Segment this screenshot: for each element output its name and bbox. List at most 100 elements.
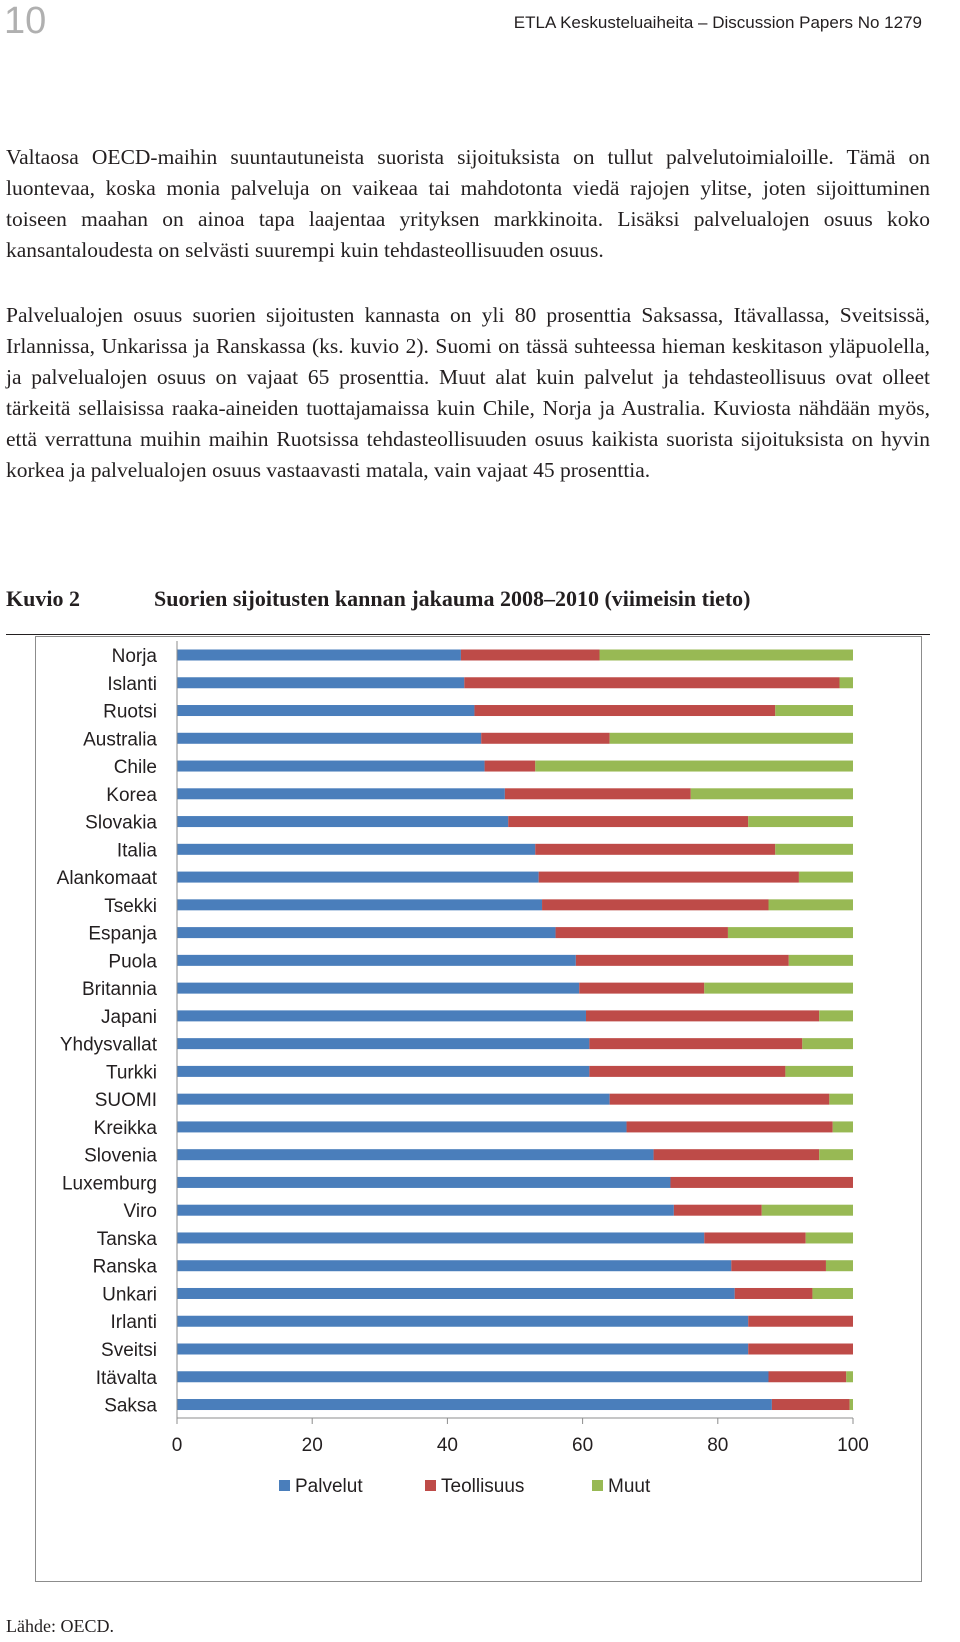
bar-palvelut-turkki [177,1065,590,1077]
bar-muut-viro [761,1204,853,1216]
bar-palvelut-chile [177,760,485,772]
bar-teollisuus-yhdysvallat [589,1038,803,1050]
bar-muut-ranska [825,1260,853,1272]
bar-teollisuus-luxemburg [670,1176,853,1188]
bar-palvelut-tanska [177,1232,705,1244]
bar-muut-unkari [812,1287,853,1299]
bar-teollisuus-slovakia [508,816,749,828]
bar-muut-slovenia [819,1149,853,1161]
bar-teollisuus-espanja [555,927,728,939]
category-label-italia: Italia [117,840,158,861]
legend-swatch-teollisuus [425,1480,436,1491]
bar-palvelut-slovakia [177,816,509,828]
bar-palvelut-ruotsi [177,705,475,717]
legend-swatch-muut [592,1480,603,1491]
bar-teollisuus-turkki [589,1065,786,1077]
x-tick-label-40: 40 [437,1435,458,1456]
bar-muut-suomi [829,1093,853,1105]
stacked-bar-chart: Norja Islanti Ruotsi Australia Chile Korea Slo… [57,641,869,1497]
body-paragraph-2: Palvelualojen osuus suorien sijoitusten … [6,303,930,482]
bar-palvelut-puola [177,954,576,966]
bar-teollisuus-itävalta [768,1371,847,1383]
chart-frame: Norja Islanti Ruotsi Australia Chile Korea Slo… [35,636,922,1582]
bar-palvelut-britannia [177,982,580,994]
x-tick-label-100: 100 [837,1435,869,1456]
bar-teollisuus-alankomaat [538,871,799,883]
bar-muut-italia [775,843,853,855]
category-label-yhdysvallat: Yhdysvallat [60,1035,158,1056]
bar-palvelut-suomi [177,1093,610,1105]
category-label-islanti: Islanti [107,674,157,695]
bar-palvelut-espanja [177,927,556,939]
category-label-itävalta: Itävalta [96,1368,158,1389]
bar-muut-korea [690,788,853,800]
bar-teollisuus-ruotsi [474,705,776,717]
category-label-australia: Australia [83,729,157,750]
category-label-tanska: Tanska [97,1229,158,1250]
bar-muut-britannia [704,982,853,994]
figure-title: Suorien sijoitusten kannan jakauma 2008–… [154,586,751,611]
bar-palvelut-ranska [177,1260,732,1272]
bar-teollisuus-suomi [609,1093,830,1105]
category-label-luxemburg: Luxemburg [62,1173,157,1194]
bar-palvelut-japani [177,1010,586,1022]
category-label-chile: Chile [114,757,157,778]
x-tick-label-0: 0 [172,1435,183,1456]
category-label-ruotsi: Ruotsi [103,702,157,723]
bar-teollisuus-japani [585,1010,820,1022]
category-label-alankomaat: Alankomaat [57,868,158,889]
category-label-britannia: Britannia [82,979,157,1000]
bar-teollisuus-norja [460,649,600,661]
bar-teollisuus-irlanti [748,1315,853,1327]
x-tick-label-60: 60 [572,1435,593,1456]
legend-swatch-palvelut [279,1480,290,1491]
bar-muut-chile [535,760,853,772]
bar-teollisuus-italia [535,843,776,855]
bar-teollisuus-unkari [734,1287,813,1299]
category-label-saksa: Saksa [104,1396,157,1417]
bar-muut-espanja [727,927,853,939]
bar-teollisuus-saksa [771,1399,850,1411]
category-label-suomi: SUOMI [95,1090,157,1111]
bar-muut-slovakia [748,816,853,828]
bar-palvelut-yhdysvallat [177,1038,590,1050]
bar-muut-norja [599,649,853,661]
category-label-ranska: Ranska [93,1257,158,1278]
bar-muut-australia [609,732,853,744]
category-label-slovakia: Slovakia [85,813,157,834]
bar-teollisuus-chile [484,760,536,772]
bar-teollisuus-slovenia [653,1149,820,1161]
bar-palvelut-korea [177,788,505,800]
bar-palvelut-norja [177,649,461,661]
bar-muut-itävalta [846,1371,853,1383]
legend-label-teollisuus: Teollisuus [441,1476,524,1497]
bar-muut-puola [788,954,853,966]
category-label-kreikka: Kreikka [94,1118,158,1139]
bar-palvelut-islanti [177,677,465,689]
bar-teollisuus-viro [673,1204,762,1216]
bar-teollisuus-korea [504,788,691,800]
x-tick-label-20: 20 [302,1435,323,1456]
bar-muut-yhdysvallat [802,1038,853,1050]
bar-palvelut-australia [177,732,482,744]
category-label-tsekki: Tsekki [104,896,157,917]
bar-muut-alankomaat [798,871,853,883]
bar-palvelut-sveitsi [177,1343,749,1355]
category-label-viro: Viro [124,1201,157,1222]
bar-teollisuus-islanti [464,677,840,689]
page-number: 10 [4,0,47,42]
bar-teollisuus-britannia [579,982,705,994]
bar-muut-tsekki [768,899,853,911]
bar-muut-turkki [785,1065,853,1077]
category-label-turkki: Turkki [106,1062,157,1083]
bar-palvelut-unkari [177,1287,735,1299]
bar-muut-saksa [849,1399,853,1411]
bar-teollisuus-tanska [704,1232,806,1244]
bar-palvelut-viro [177,1204,674,1216]
running-header: ETLA Keskusteluaiheita – Discussion Pape… [513,13,922,32]
bar-palvelut-tsekki [177,899,543,911]
figure-label: Kuvio 2 [6,586,80,611]
category-label-unkari: Unkari [102,1284,157,1305]
bar-teollisuus-australia [481,732,610,744]
bar-teollisuus-ranska [731,1260,826,1272]
